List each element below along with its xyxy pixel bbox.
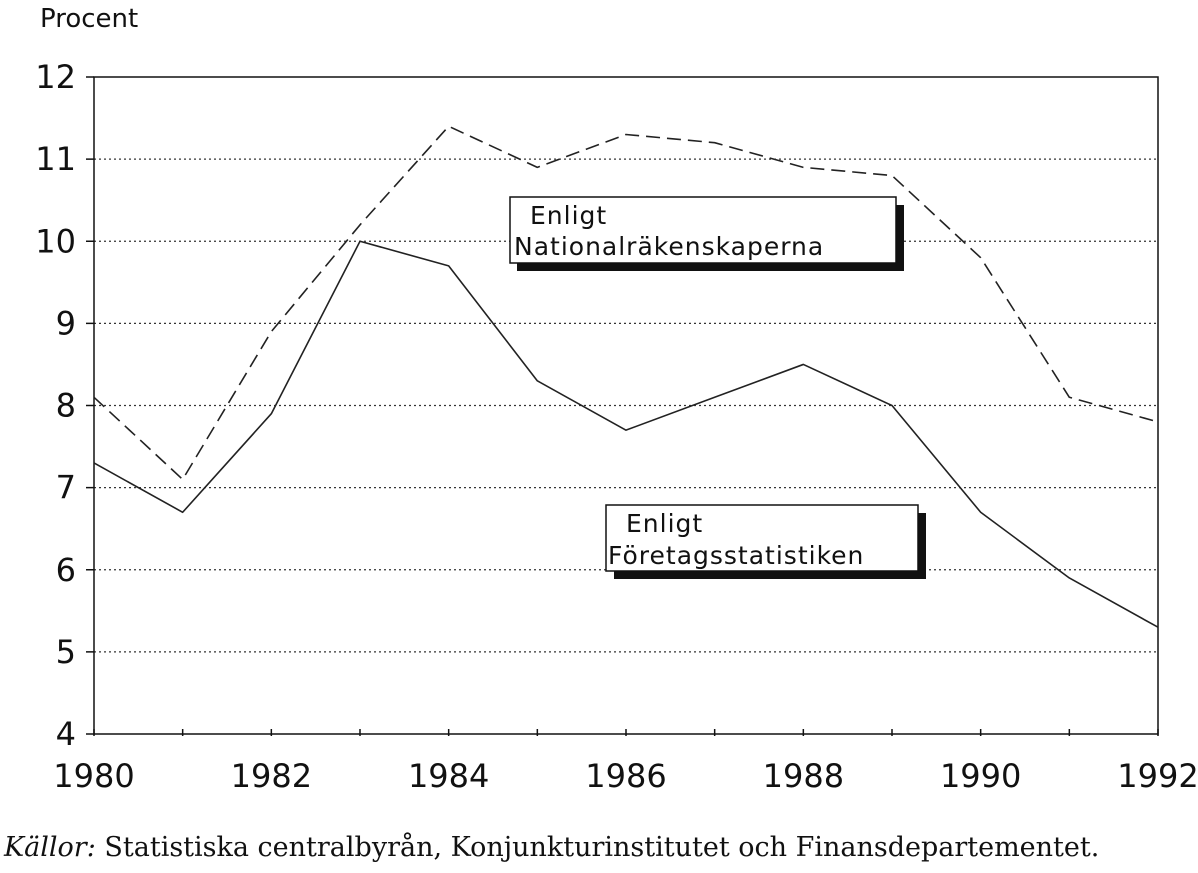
annotation-line-2: Företagsstatistiken (608, 541, 864, 570)
x-tick-label: 1988 (763, 757, 844, 795)
annotation-line-1: Enligt (530, 201, 607, 230)
y-tick-label: 4 (56, 715, 76, 753)
annotation-box (605, 504, 919, 572)
y-axis-label: Procent (40, 4, 138, 34)
y-tick-label: 8 (56, 387, 76, 425)
axis-ticks: 4 5 6 7 8 9 10 11 12 1980 1982 1984 1986 1988 1990 1992 (35, 58, 1198, 795)
annotation-line-2: Nationalräkenskaperna (514, 232, 824, 261)
annotation-foretagsstatistiken: Enligt Företagsstatistiken (605, 504, 926, 579)
y-tick-label: 12 (35, 58, 76, 96)
series-line-nationalrakenskaperna (93, 125, 1159, 481)
y-tick-label: 7 (56, 469, 76, 507)
source-note: Källor: Statistiska centralbyrån, Konjun… (4, 832, 1099, 863)
annotation-box (509, 196, 897, 264)
series-line-foretagsstatistiken (93, 240, 1159, 628)
source-text: Statistiska centralbyrån, Konjunkturinst… (95, 832, 1100, 863)
y-tick-label: 11 (35, 140, 76, 178)
source-label: Källor: (4, 832, 96, 863)
x-tick-label: 1982 (231, 757, 312, 795)
annotation-line-1: Enligt (626, 509, 703, 538)
series-lines (93, 125, 1159, 628)
x-tick-label: 1990 (940, 757, 1021, 795)
y-tick-label: 10 (35, 222, 76, 260)
line-chart: Procent 4 5 6 7 8 9 10 11 12 1980 1982 1984 1986 1988… (35, 4, 1198, 795)
y-tick-label: 9 (56, 304, 76, 342)
x-tick-label: 1980 (53, 757, 134, 795)
x-tick-label: 1984 (408, 757, 489, 795)
y-tick-label: 5 (56, 633, 76, 671)
x-tick-label: 1992 (1117, 757, 1198, 795)
x-tick-label: 1986 (585, 757, 666, 795)
y-tick-label: 6 (56, 551, 76, 589)
annotation-nationalrakenskaperna: Enligt Nationalräkenskaperna (509, 196, 904, 271)
